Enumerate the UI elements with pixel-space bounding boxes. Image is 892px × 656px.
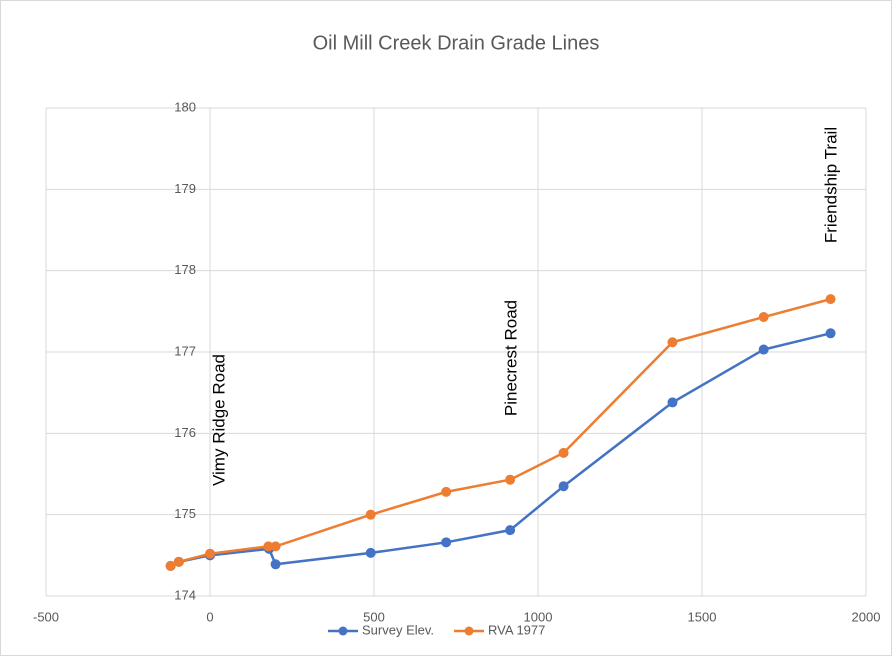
data-point (667, 397, 678, 408)
data-point (270, 541, 281, 552)
data-point (558, 481, 569, 492)
data-point (505, 525, 516, 536)
legend-label: Survey Elev. (362, 622, 434, 637)
y-tick-label: 178 (174, 262, 196, 277)
x-tick-label: 500 (363, 609, 385, 624)
y-tick-label: 174 (174, 587, 196, 602)
y-tick-label: 177 (174, 343, 196, 358)
data-point (505, 474, 516, 485)
data-point (825, 294, 836, 305)
x-tick-label: 2000 (852, 609, 881, 624)
data-point (173, 556, 184, 567)
y-tick-label: 175 (174, 506, 196, 521)
data-point (441, 486, 452, 497)
data-point (270, 559, 281, 570)
data-point (667, 337, 678, 348)
chart-title: Oil Mill Creek Drain Grade Lines (313, 32, 600, 54)
data-point (205, 548, 215, 559)
annotation: Pinecrest Road (501, 300, 520, 416)
y-tick-label: 179 (174, 181, 196, 196)
x-tick-label: -500 (33, 609, 59, 624)
data-point (365, 509, 376, 520)
annotation: Friendship Trail (821, 127, 840, 243)
data-point (558, 447, 569, 458)
data-point (365, 547, 376, 558)
annotation: Vimy Ridge Road (209, 354, 228, 486)
data-point (441, 537, 452, 548)
legend-label: RVA 1977 (488, 622, 545, 637)
y-tick-label: 176 (174, 425, 196, 440)
series-line (170, 297, 831, 568)
x-tick-label: 0 (206, 609, 213, 624)
series-line (170, 332, 831, 568)
data-point (165, 560, 176, 571)
data-point (263, 541, 274, 552)
x-tick-label: 1500 (688, 609, 717, 624)
data-point (825, 328, 836, 339)
legend-item: RVA 1977 (454, 622, 545, 637)
data-point (758, 312, 769, 323)
legend-marker (338, 626, 348, 636)
legend-marker (464, 626, 474, 636)
x-tick-label: 1000 (524, 609, 553, 624)
data-point (758, 344, 769, 355)
legend-item: Survey Elev. (328, 622, 434, 637)
y-tick-label: 180 (174, 99, 196, 114)
